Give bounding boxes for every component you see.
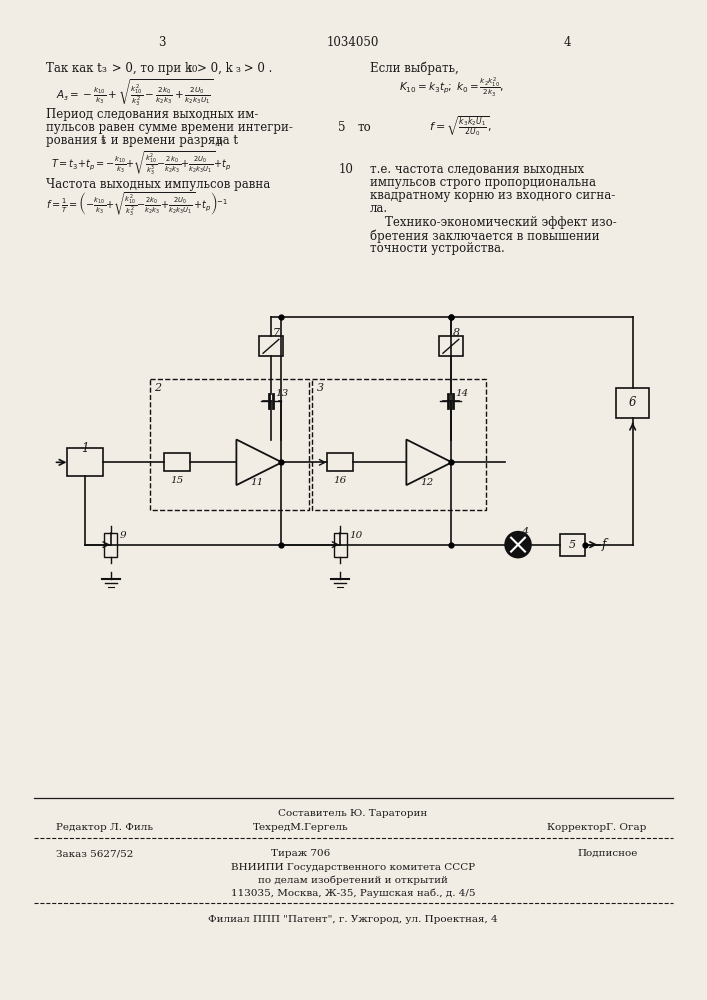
Text: импульсов строго пропорциональна: импульсов строго пропорциональна: [370, 176, 596, 189]
Bar: [312, 379, 486, 510]
Text: 12: 12: [421, 478, 434, 487]
Text: 4: 4: [563, 36, 571, 49]
Bar: [105, 533, 117, 557]
Text: рования t: рования t: [46, 134, 105, 147]
Text: з: з: [235, 65, 240, 74]
Text: 14: 14: [455, 389, 468, 398]
Text: Тираж 706: Тираж 706: [271, 849, 330, 858]
Text: ТехредМ.Гергель: ТехредМ.Гергель: [253, 823, 349, 832]
Bar: [67, 448, 103, 476]
Bar: [151, 379, 308, 510]
Bar: [259, 336, 283, 356]
Text: КорректорГ. Огар: КорректорГ. Огар: [547, 823, 647, 832]
Text: > 0, k: > 0, k: [197, 62, 233, 75]
Text: 3: 3: [158, 36, 166, 49]
Text: 5: 5: [338, 121, 346, 134]
Text: 10: 10: [338, 163, 353, 176]
Text: 10: 10: [187, 65, 199, 74]
Text: $T{=}t_3{+}t_p{=}{-}\frac{k_{10}}{k_3}{+}\sqrt{\frac{k_{10}^2}{k_3^3}{-}\frac{2k: $T{=}t_3{+}t_p{=}{-}\frac{k_{10}}{k_3}{+…: [51, 150, 231, 177]
Text: Если выбрать,: Если выбрать,: [370, 62, 459, 75]
Text: 16: 16: [334, 476, 347, 485]
Text: Филиал ППП "Патент", г. Ужгород, ул. Проектная, 4: Филиал ППП "Патент", г. Ужгород, ул. Про…: [208, 915, 498, 924]
Text: Подписное: Подписное: [578, 849, 638, 858]
Text: ВНИИПИ Государственного комитета СССР: ВНИИПИ Государственного комитета СССР: [231, 863, 475, 872]
Text: Так как t: Так как t: [46, 62, 101, 75]
Text: бретения заключается в повышении: бретения заключается в повышении: [370, 229, 600, 243]
Text: > 0 .: > 0 .: [240, 62, 273, 75]
Bar: [439, 336, 462, 356]
Text: 9: 9: [119, 531, 127, 540]
Text: f: f: [602, 538, 607, 551]
Bar: [334, 533, 346, 557]
Bar: [559, 534, 585, 556]
Text: т.е. частота следования выходных: т.е. частота следования выходных: [370, 163, 584, 176]
Bar: [164, 453, 190, 471]
Text: по делам изобретений и открытий: по делам изобретений и открытий: [258, 876, 448, 885]
Text: 1034050: 1034050: [327, 36, 379, 49]
Text: 4: 4: [521, 527, 528, 537]
Text: 1: 1: [81, 442, 89, 455]
Text: Заказ 5627/52: Заказ 5627/52: [56, 849, 133, 858]
Bar: [616, 388, 650, 418]
Text: Технико-экономический эффект изо-: Технико-экономический эффект изо-: [385, 216, 617, 229]
Text: 11: 11: [250, 478, 264, 487]
Text: Редактор Л. Филь: Редактор Л. Филь: [56, 823, 153, 832]
Text: квадратному корню из входного сигна-: квадратному корню из входного сигна-: [370, 189, 615, 202]
Text: $f{=}\sqrt{\frac{k_3 k_2 U_1}{2U_0}},$: $f{=}\sqrt{\frac{k_3 k_2 U_1}{2U_0}},$: [429, 115, 492, 139]
Text: Период следования выходных им-: Период следования выходных им-: [46, 108, 258, 121]
Text: точности устройства.: точности устройства.: [370, 242, 505, 255]
Text: $A_з = -\frac{k_{10}}{k_3} + \sqrt{\frac{k_{10}^2}{k_3^2} - \frac{2k_0}{k_2 k_3}: $A_з = -\frac{k_{10}}{k_3} + \sqrt{\frac…: [56, 78, 213, 109]
Text: р: р: [216, 137, 223, 146]
Text: 8: 8: [452, 328, 460, 338]
Text: Составитель Ю. Тараторин: Составитель Ю. Тараторин: [279, 809, 428, 818]
Text: 113035, Москва, Ж-35, Раушская наб., д. 4/5: 113035, Москва, Ж-35, Раушская наб., д. …: [230, 889, 475, 898]
Text: > 0, то при k: > 0, то при k: [108, 62, 192, 75]
Text: з: з: [101, 137, 106, 146]
Text: 7: 7: [273, 328, 280, 338]
Text: 3: 3: [317, 383, 324, 393]
Circle shape: [506, 532, 531, 558]
Text: 10: 10: [349, 531, 362, 540]
Text: 15: 15: [170, 476, 184, 485]
Text: Частота выходных импульсов равна: Частота выходных импульсов равна: [46, 178, 270, 191]
Text: то: то: [358, 121, 372, 134]
Text: ла.: ла.: [370, 202, 388, 215]
Text: пульсов равен сумме времени интегри-: пульсов равен сумме времени интегри-: [46, 121, 293, 134]
Text: 6: 6: [629, 396, 636, 409]
Text: 2: 2: [154, 383, 161, 393]
Text: з: з: [102, 65, 107, 74]
Text: $f{=}\frac{1}{T}{=}\left({-}\frac{k_{10}}{k_3}{+}\sqrt{\frac{k_{10}^2}{k_3^2}{-}: $f{=}\frac{1}{T}{=}\left({-}\frac{k_{10}…: [46, 191, 228, 218]
Text: $K_{10}{=}k_3 t_p;\; k_0{=}\frac{k_2 k_{10}^2}{2k_3},$: $K_{10}{=}k_3 t_p;\; k_0{=}\frac{k_2 k_{…: [399, 76, 505, 99]
Text: и времени разряда t: и времени разряда t: [107, 134, 238, 147]
Text: 5: 5: [569, 540, 576, 550]
Text: 13: 13: [275, 389, 288, 398]
Bar: [327, 453, 353, 471]
